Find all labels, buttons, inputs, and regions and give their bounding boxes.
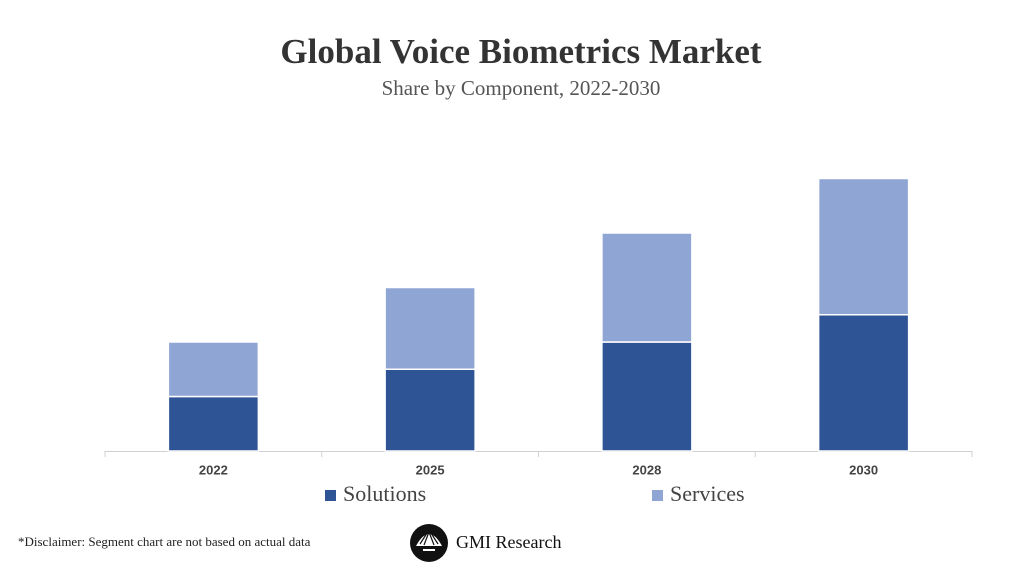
x-tick-label: 2028 — [632, 462, 661, 477]
legend-label: Solutions — [343, 481, 426, 506]
x-tick-label: 2022 — [199, 462, 228, 477]
chart-subtitle: Share by Component, 2022-2030 — [382, 76, 661, 100]
legend-swatch — [325, 490, 336, 501]
chart-title: Global Voice Biometrics Market — [280, 32, 762, 71]
bar-segment — [167, 395, 260, 452]
legend-label: Services — [670, 481, 745, 506]
bar-segment — [384, 368, 476, 452]
brand-logo — [410, 524, 448, 562]
bar-segment — [601, 232, 693, 343]
x-tick-label: 2030 — [849, 462, 878, 477]
bar-segment — [601, 341, 693, 452]
legend-swatch — [652, 490, 663, 501]
disclaimer: *Disclaimer: Segment chart are not based… — [18, 534, 311, 549]
bar-segment — [384, 286, 476, 370]
x-tick-label: 2025 — [416, 462, 445, 477]
bar-segment — [167, 341, 260, 398]
brand-name: GMI Research — [456, 532, 561, 552]
bar-segment — [817, 314, 910, 452]
bar-segment — [817, 177, 910, 316]
